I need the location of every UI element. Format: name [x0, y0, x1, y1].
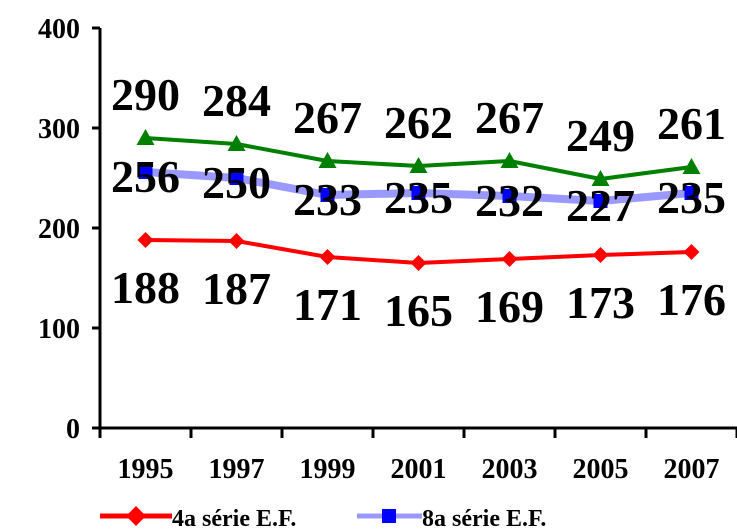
data-label: 267 — [293, 92, 362, 143]
data-label: 284 — [202, 75, 271, 126]
data-point-diamond — [592, 247, 609, 263]
data-point-square — [593, 194, 608, 208]
data-label: 165 — [384, 285, 453, 336]
y-tick-label: 100 — [38, 314, 80, 345]
data-label: 173 — [566, 277, 635, 328]
chart-legend: 4a série E.F. 8a série E.F. — [100, 506, 546, 529]
data-point-triangle — [682, 158, 701, 174]
data-label: 290 — [111, 69, 180, 120]
data-label: 262 — [384, 97, 453, 148]
data-label: 249 — [566, 110, 635, 161]
legend-label-8a: 8a série E.F. — [422, 506, 546, 529]
x-tick-label: 2005 — [573, 454, 629, 485]
data-label: 250 — [202, 157, 271, 208]
data-label: 188 — [111, 262, 180, 313]
y-tick-label: 300 — [38, 114, 80, 145]
data-label: 267 — [475, 92, 544, 143]
data-point-triangle — [227, 135, 246, 151]
legend-marker-4a — [126, 506, 146, 526]
x-tick-label: 2001 — [391, 454, 447, 485]
x-tick-label: 1997 — [209, 454, 265, 485]
legend-label-4a: 4a série E.F. — [172, 506, 296, 529]
data-label: 171 — [293, 279, 362, 330]
data-label: 235 — [384, 172, 453, 223]
y-tick-label: 400 — [38, 14, 80, 45]
x-tick-label: 1999 — [300, 454, 356, 485]
data-point-diamond — [683, 244, 700, 260]
data-point-square — [229, 171, 244, 185]
y-tick-label: 200 — [38, 214, 80, 245]
data-label: 187 — [202, 263, 271, 314]
y-tick-label: 0 — [66, 414, 80, 445]
legend-marker-8a — [382, 509, 396, 523]
x-tick-label: 1995 — [118, 454, 174, 485]
data-label: 235 — [657, 172, 726, 223]
data-point-square — [684, 186, 699, 200]
data-label: 169 — [475, 281, 544, 332]
chart-series — [136, 129, 701, 271]
data-point-square — [502, 189, 517, 203]
data-label: 232 — [475, 175, 544, 226]
data-label: 176 — [657, 274, 726, 325]
data-label: 233 — [293, 174, 362, 225]
data-point-diamond — [410, 255, 427, 271]
data-point-triangle — [318, 152, 337, 168]
data-point-diamond — [137, 232, 154, 248]
data-point-diamond — [319, 249, 336, 265]
data-point-square — [138, 165, 153, 179]
data-point-triangle — [500, 152, 519, 168]
data-point-diamond — [501, 251, 518, 267]
data-point-triangle — [409, 157, 428, 173]
data-label: 227 — [566, 180, 635, 231]
data-point-triangle — [136, 129, 155, 145]
data-point-square — [320, 188, 335, 202]
data-label: 256 — [111, 151, 180, 202]
chart-data-labels: 188 187 171 165 169 173 176 256 250 233 235 232 227 2… — [111, 69, 726, 336]
x-tick-label: 2003 — [482, 454, 538, 485]
data-point-diamond — [228, 233, 245, 249]
x-tick-label: 2007 — [664, 454, 720, 485]
data-point-triangle — [591, 170, 610, 186]
data-point-square — [411, 186, 426, 200]
data-label: 261 — [657, 98, 726, 149]
chart-axes: 0 100 200 300 400 1995 1997 1999 2001 2003 2005 200… — [38, 14, 737, 485]
